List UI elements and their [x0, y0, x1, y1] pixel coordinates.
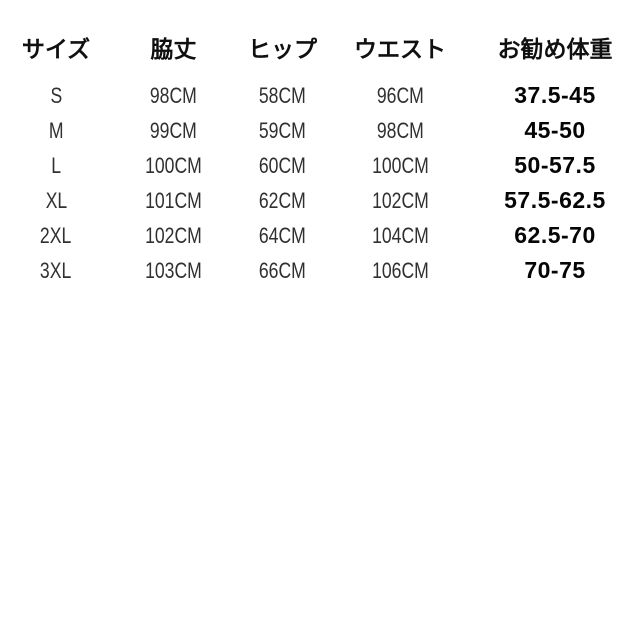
- side-length-value: 99CM: [150, 117, 197, 143]
- waist-cell: 104CM: [330, 218, 470, 253]
- side-length-cell: 98CM: [112, 78, 235, 113]
- size-value: 2XL: [40, 222, 72, 248]
- table-row-2xl: 2XL 102CM 64CM 104CM 62.5-70: [0, 218, 640, 253]
- size-chart-table: サイズ 脇丈 ヒップ ウエスト お勧め体重 S 98CM 58CM 96CM 3…: [0, 0, 640, 288]
- hip-cell: 66CM: [235, 253, 330, 288]
- waist-value: 100CM: [371, 152, 429, 178]
- weight-cell: 70-75: [470, 253, 640, 288]
- side-length-value: 98CM: [150, 82, 197, 108]
- weight-cell: 45-50: [470, 113, 640, 148]
- weight-value: 50-57.5: [514, 152, 596, 178]
- size-cell: M: [0, 113, 112, 148]
- waist-cell: 102CM: [330, 183, 470, 218]
- hip-cell: 60CM: [235, 148, 330, 183]
- side-length-cell: 102CM: [112, 218, 235, 253]
- waist-cell: 100CM: [330, 148, 470, 183]
- hip-value: 66CM: [259, 257, 306, 283]
- hip-value: 58CM: [259, 82, 306, 108]
- waist-value: 106CM: [371, 257, 429, 283]
- size-value: L: [51, 152, 61, 178]
- size-value: XL: [45, 187, 67, 213]
- hip-value: 62CM: [259, 187, 306, 213]
- table-row-m: M 99CM 59CM 98CM 45-50: [0, 113, 640, 148]
- side-length-value: 100CM: [145, 152, 202, 178]
- waist-value: 96CM: [376, 82, 424, 108]
- hip-cell: 64CM: [235, 218, 330, 253]
- table-row-xl: XL 101CM 62CM 102CM 57.5-62.5: [0, 183, 640, 218]
- waist-cell: 106CM: [330, 253, 470, 288]
- weight-cell: 62.5-70: [470, 218, 640, 253]
- size-value: M: [48, 117, 64, 143]
- hip-value: 59CM: [259, 117, 306, 143]
- side-length-value: 101CM: [145, 187, 202, 213]
- column-header-hip: ヒップ: [248, 36, 317, 62]
- waist-value: 98CM: [376, 117, 424, 143]
- waist-cell: 96CM: [330, 78, 470, 113]
- weight-value: 37.5-45: [514, 82, 596, 108]
- waist-value: 104CM: [371, 222, 429, 248]
- size-cell: 2XL: [0, 218, 112, 253]
- table-header-row: サイズ 脇丈 ヒップ ウエスト お勧め体重: [0, 0, 640, 78]
- side-length-cell: 101CM: [112, 183, 235, 218]
- size-cell: L: [0, 148, 112, 183]
- weight-value: 57.5-62.5: [504, 187, 606, 213]
- weight-value: 70-75: [524, 257, 586, 283]
- weight-value: 62.5-70: [514, 222, 596, 248]
- size-cell: 3XL: [0, 253, 112, 288]
- hip-value: 60CM: [259, 152, 306, 178]
- hip-cell: 59CM: [235, 113, 330, 148]
- table-row-3xl: 3XL 103CM 66CM 106CM 70-75: [0, 253, 640, 288]
- size-cell: XL: [0, 183, 112, 218]
- hip-value: 64CM: [259, 222, 306, 248]
- waist-value: 102CM: [371, 187, 429, 213]
- table-row-s: S 98CM 58CM 96CM 37.5-45: [0, 78, 640, 113]
- column-header-side-length: 脇丈: [150, 36, 197, 62]
- hip-cell: 58CM: [235, 78, 330, 113]
- size-value: 3XL: [40, 257, 72, 283]
- side-length-cell: 99CM: [112, 113, 235, 148]
- size-cell: S: [0, 78, 112, 113]
- column-header-waist: ウエスト: [354, 36, 446, 62]
- side-length-cell: 100CM: [112, 148, 235, 183]
- column-header-size: サイズ: [21, 36, 91, 62]
- column-header-weight: お勧め体重: [497, 36, 613, 62]
- table-row-l: L 100CM 60CM 100CM 50-57.5: [0, 148, 640, 183]
- weight-value: 45-50: [524, 117, 586, 143]
- side-length-cell: 103CM: [112, 253, 235, 288]
- side-length-value: 103CM: [145, 257, 202, 283]
- side-length-value: 102CM: [145, 222, 202, 248]
- hip-cell: 62CM: [235, 183, 330, 218]
- size-value: S: [50, 82, 62, 108]
- waist-cell: 98CM: [330, 113, 470, 148]
- weight-cell: 57.5-62.5: [470, 183, 640, 218]
- weight-cell: 37.5-45: [470, 78, 640, 113]
- weight-cell: 50-57.5: [470, 148, 640, 183]
